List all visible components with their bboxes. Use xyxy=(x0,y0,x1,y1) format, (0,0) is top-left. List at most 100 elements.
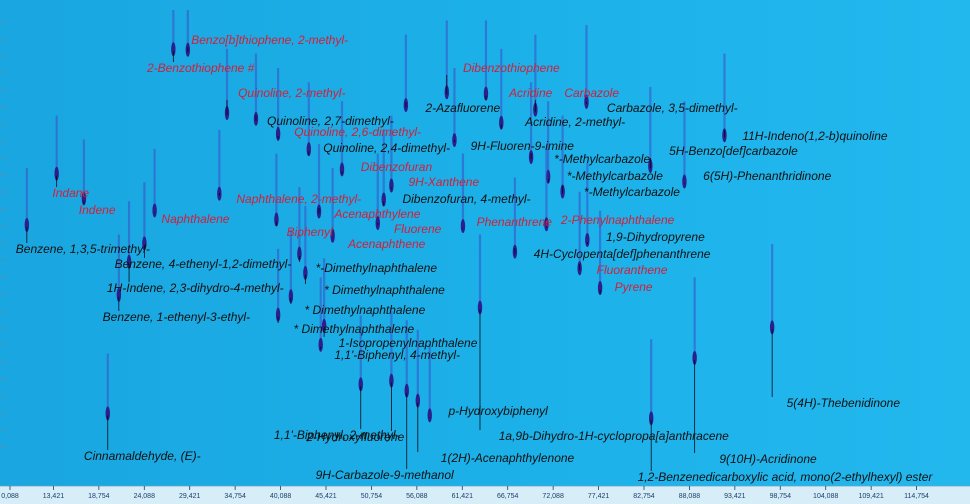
compound-label: Dibenzothiophene xyxy=(463,61,560,75)
peak-core xyxy=(649,411,654,426)
x-tick-label: 45,421 xyxy=(315,493,337,500)
peak-core xyxy=(274,212,279,227)
compound-label: Acridine, 2-methyl- xyxy=(524,115,625,129)
compound-label: 1,1'-Biphenyl, 2-methyl- xyxy=(274,428,400,442)
peak-core xyxy=(692,351,697,366)
x-tick-label: 77,421 xyxy=(588,493,610,500)
peak-core xyxy=(584,94,589,109)
compound-label: Carbazole xyxy=(564,86,619,100)
compound-label: 1(2H)-Acenaphthylenone xyxy=(441,451,575,465)
peak-core xyxy=(358,377,363,392)
peak-core xyxy=(54,166,59,181)
peak-core xyxy=(116,287,122,302)
x-tick-label: 56,088 xyxy=(406,493,428,500)
x-tick-label: 88,088 xyxy=(679,493,701,500)
compound-label: Pyrene xyxy=(615,280,653,294)
compound-label: 5(4H)-Thebenidinone xyxy=(787,396,901,410)
peak-core xyxy=(404,383,409,398)
compound-label: *-Dimethylnaphthalene xyxy=(316,261,438,275)
compound-label: 1,9-Dihydropyrene xyxy=(606,230,705,244)
peak-core xyxy=(275,126,281,141)
peak-core xyxy=(427,408,432,423)
compound-label: *-Methylcarbazole xyxy=(567,169,663,183)
compound-label: Dibenzofuran, 4-methyl- xyxy=(402,192,530,206)
peak-core xyxy=(499,115,504,130)
peak-core xyxy=(275,307,281,322)
x-tick-label: 98,754 xyxy=(770,493,792,500)
compound-label: 1H-Indene, 2,3-dihydro-4-methyl- xyxy=(107,281,284,295)
compound-label: 9H-Xanthene xyxy=(408,175,479,189)
peak-core xyxy=(81,191,87,206)
label-leader-lines xyxy=(26,47,773,471)
peak-core xyxy=(389,373,394,388)
x-tick-label: 24,088 xyxy=(134,493,156,500)
compound-label: Benzo[b]thiophene, 2-methyl- xyxy=(191,33,348,47)
compound-label: Dibenzofuran xyxy=(361,160,433,174)
peak-core xyxy=(585,232,590,247)
compound-label: Cinnamaldehyde, (E)- xyxy=(84,449,201,463)
x-tick-label: 13,421 xyxy=(43,493,65,500)
compound-label: 1-Isopropenylnaphthalene xyxy=(339,336,478,350)
peak-core xyxy=(339,162,345,177)
peak-core xyxy=(303,265,308,280)
peak-core xyxy=(318,337,323,352)
x-tick-label: 114,754 xyxy=(904,493,929,500)
peak-core xyxy=(381,192,386,207)
compound-label: Acridine xyxy=(508,86,553,100)
peak-core xyxy=(682,174,687,189)
peak-core xyxy=(415,393,421,408)
compound-label: 9H-Carbazole-9-methanol xyxy=(316,468,454,482)
compound-label: Benzene, 1,3,5-trimethyl- xyxy=(16,242,150,256)
compound-label: Phenanthrene xyxy=(477,215,553,229)
x-tick-label: 93,421 xyxy=(724,493,746,500)
peak-core xyxy=(477,300,483,315)
compound-label: 2-Hydroxyfluorene xyxy=(305,430,404,444)
peak-core xyxy=(171,42,176,57)
compound-label: p-Hydroxybiphenyl xyxy=(447,404,548,418)
compound-label: 2-Phenylnaphthalene xyxy=(560,213,675,227)
compound-label: *-Methylcarbazole xyxy=(584,185,680,199)
x-tick-label: 50,754 xyxy=(361,493,383,500)
compound-label: Biphenyl xyxy=(287,225,333,239)
peak-core xyxy=(288,289,294,304)
compound-label: Fluorene xyxy=(394,222,442,236)
x-tick-label: 0,088 xyxy=(1,493,19,500)
x-tick-label: 109,421 xyxy=(858,493,883,500)
peak-core xyxy=(460,219,466,234)
x-tick-label: 40,088 xyxy=(270,493,292,500)
compound-label: Benzene, 1-ethenyl-3-ethyl- xyxy=(103,310,250,324)
peak-core xyxy=(330,228,335,243)
compound-label: *-Methylcarbazole xyxy=(554,152,650,166)
compound-labels: Benzo[b]thiophene, 2-methyl- 2-Benzothiop… xyxy=(16,33,934,484)
compound-label: Indane xyxy=(52,186,89,200)
peak-core xyxy=(24,218,30,233)
x-axis: 0,088 13,421 18,754 24,088 29,421 34,754 40,08… xyxy=(0,485,970,504)
x-axis-strip xyxy=(0,486,970,504)
compound-label: 2-Benzothiophene # xyxy=(146,61,255,75)
x-tick-label: 29,421 xyxy=(179,493,201,500)
peak-core xyxy=(321,318,327,333)
compound-label: 6(5H)-Phenanthridinone xyxy=(703,169,831,183)
peak-core xyxy=(105,406,110,421)
compound-label: Fluoranthene xyxy=(597,263,668,277)
peak-core xyxy=(297,246,302,261)
peak-core xyxy=(483,86,489,101)
peak-core xyxy=(544,217,549,232)
compound-label: Naphthalene, 2-methyl- xyxy=(236,192,361,206)
compound-label: Benzene, 4-ethenyl-1,2-dimethyl- xyxy=(115,257,292,271)
compound-label: 11H-Indeno(1,2-b)quinoline xyxy=(742,129,888,143)
compound-label: Acenaphthylene xyxy=(333,207,420,221)
x-tick-label: 66,754 xyxy=(497,493,519,500)
peak-core xyxy=(769,320,775,335)
peak-core xyxy=(389,178,394,193)
compound-label: 9H-Fluoren-9-imine xyxy=(471,139,575,153)
compound-label: * Dimethylnaphthalene xyxy=(305,303,426,317)
x-axis-ticks: 0,088 13,421 18,754 24,088 29,421 34,754 40,08… xyxy=(1,486,929,500)
peak-core xyxy=(306,142,311,157)
peak-core xyxy=(126,254,132,269)
chromatogram-peaks xyxy=(24,10,775,426)
x-tick-label: 72,088 xyxy=(542,493,564,500)
peak-core xyxy=(142,236,147,251)
compound-label: 9(10H)-Acridinone xyxy=(719,452,817,466)
compound-label: 4H-Cyclopenta[def]phenanthrene xyxy=(534,247,711,261)
